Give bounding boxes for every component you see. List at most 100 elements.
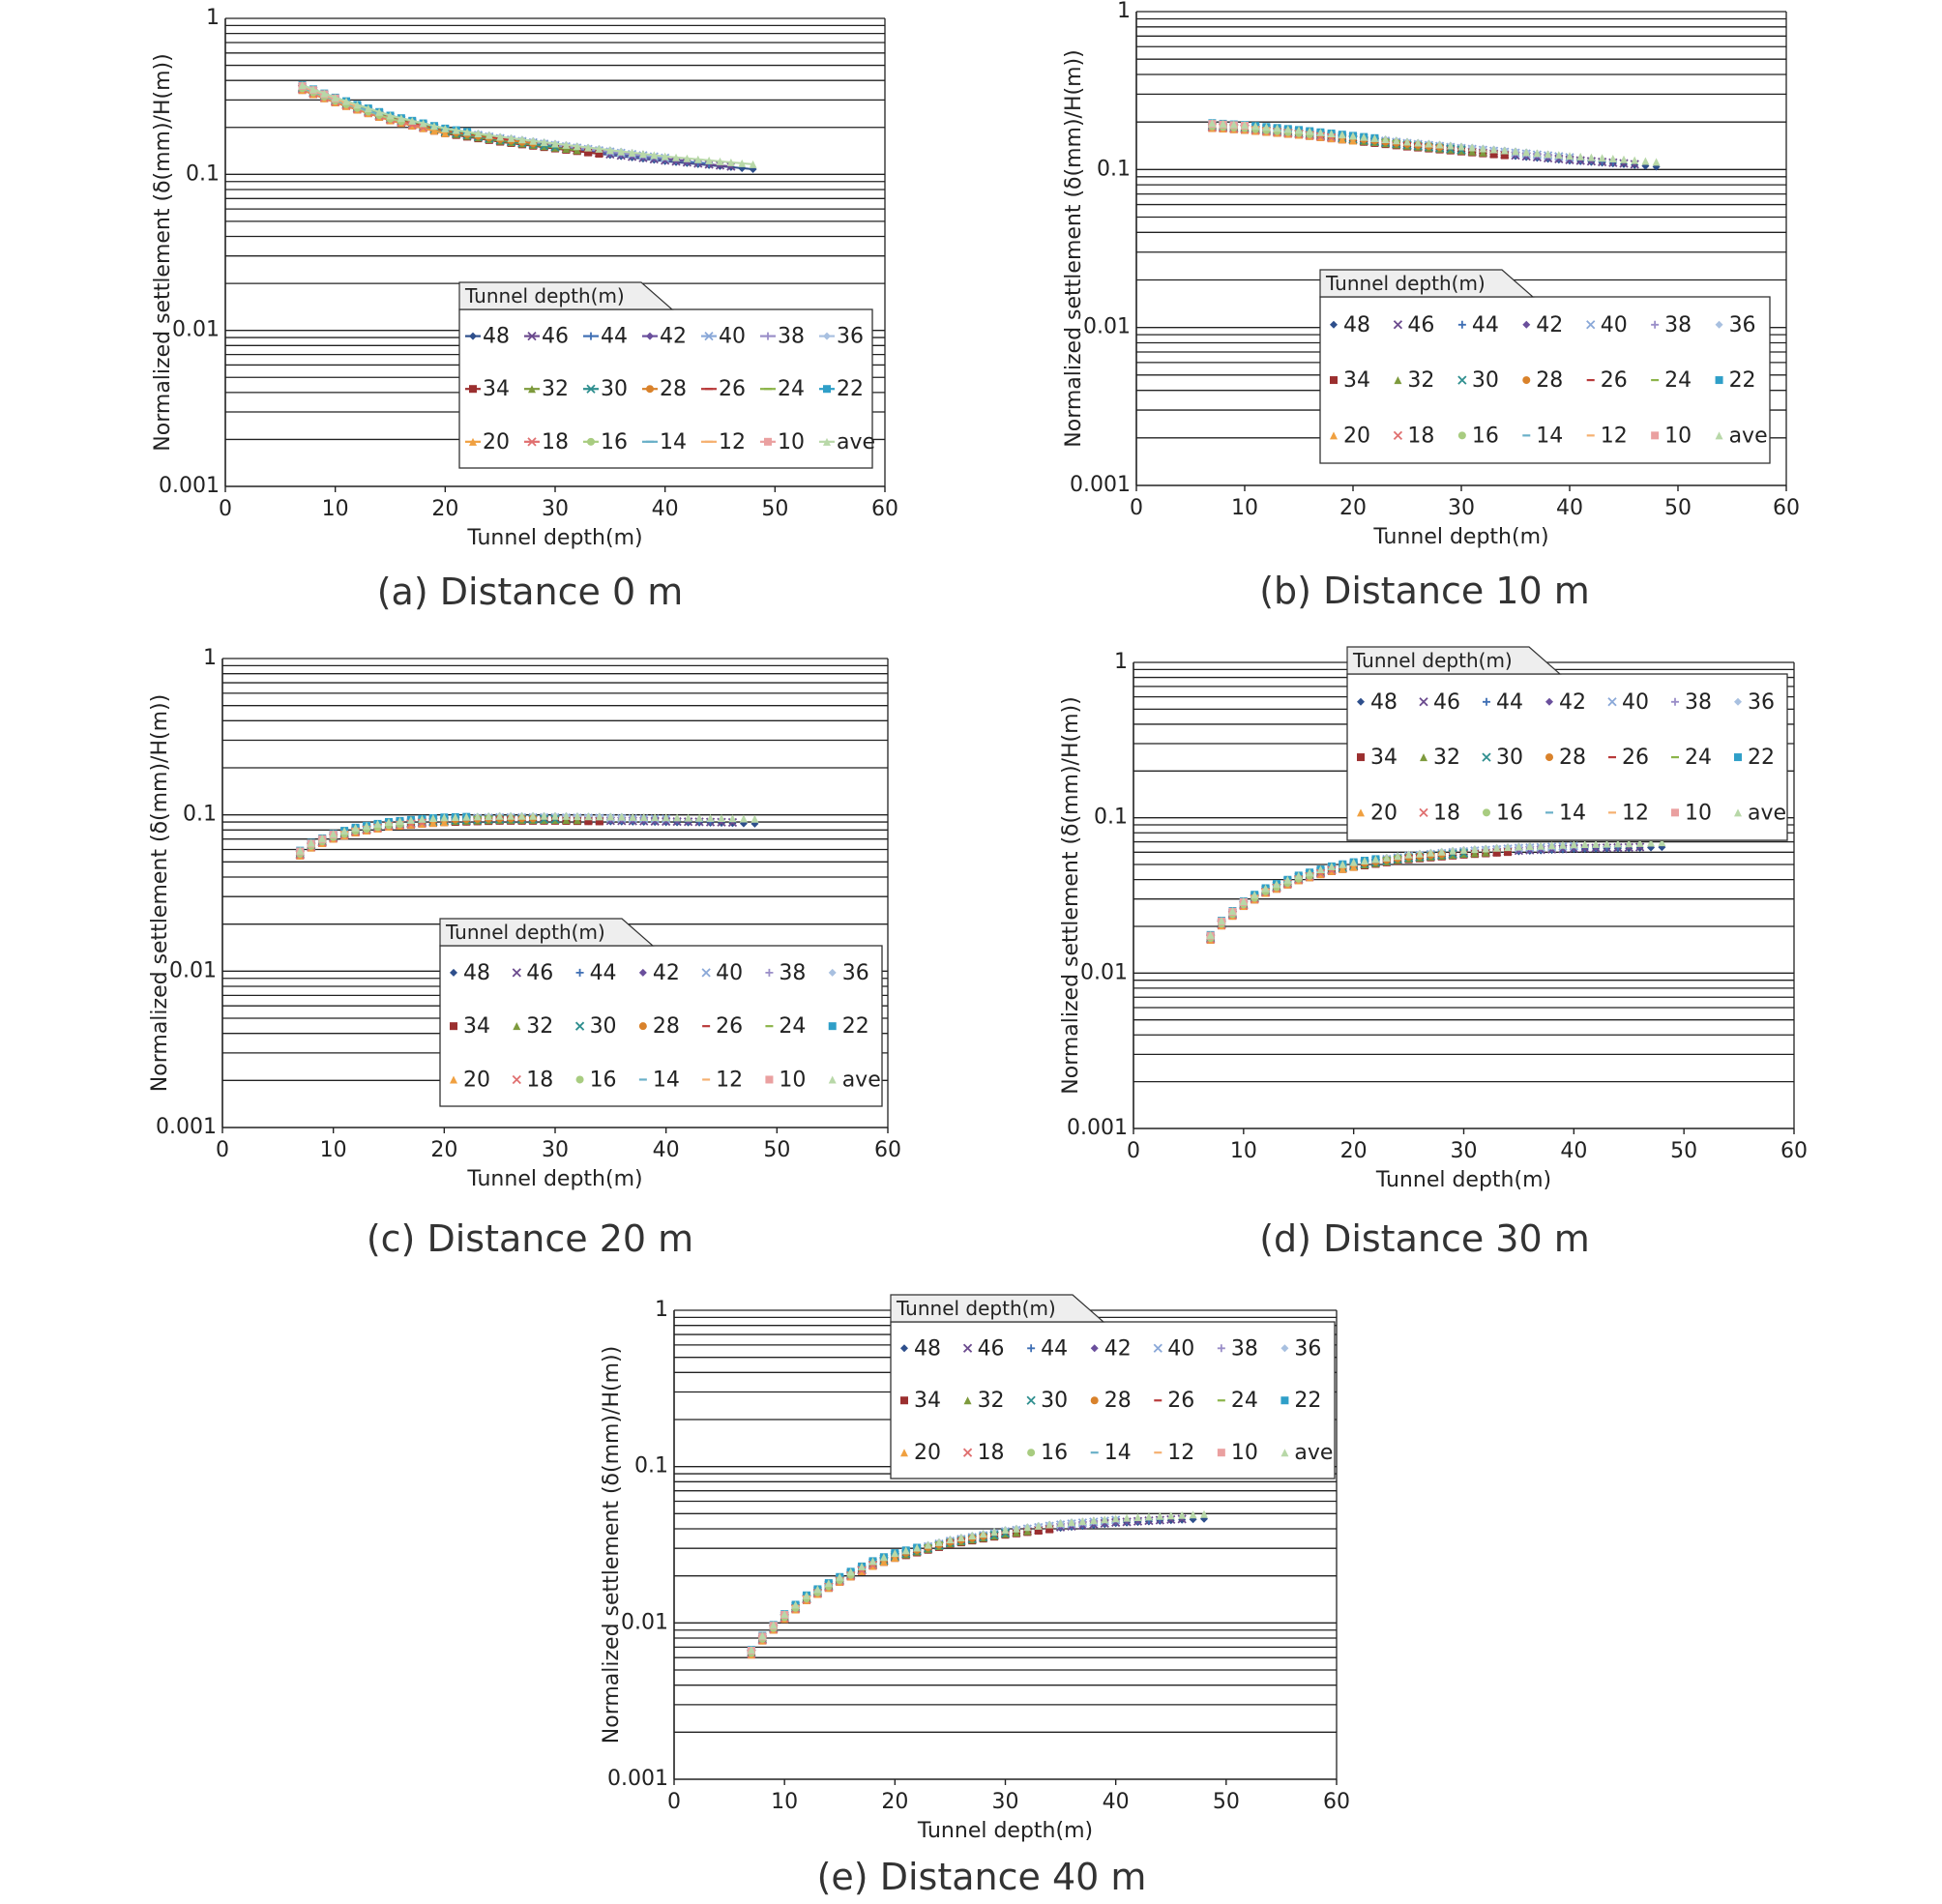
legend-marker-46 <box>512 968 521 978</box>
legend-marker-34 <box>900 1396 908 1405</box>
legend-label-24: 24 <box>1685 746 1712 770</box>
legend-label-26: 26 <box>719 377 746 401</box>
data-point-ave <box>353 101 362 109</box>
legend-marker-28 <box>1090 1396 1099 1405</box>
legend-marker-46 <box>527 331 537 341</box>
data-point-ave <box>418 814 427 823</box>
data-point-ave <box>1001 1526 1010 1535</box>
x-tick-label: 30 <box>992 1790 1019 1814</box>
data-point-34 <box>1489 150 1498 159</box>
legend-label-38: 38 <box>779 961 806 985</box>
data-point-ave <box>1371 855 1380 864</box>
legend-label-46: 46 <box>1433 690 1460 715</box>
legend-marker-20 <box>1330 431 1338 440</box>
legend-marker-20 <box>450 1075 457 1084</box>
legend-label-42: 42 <box>1536 313 1563 337</box>
data-point-ave <box>1435 140 1444 149</box>
legend-label-20: 20 <box>914 1441 941 1465</box>
x-tick-label: 50 <box>1670 1139 1697 1163</box>
data-point-ave <box>373 819 382 828</box>
legend-label-10: 10 <box>1685 801 1712 825</box>
legend-marker-10 <box>765 1075 774 1084</box>
legend-label-40: 40 <box>1622 690 1649 715</box>
legend-marker-34 <box>469 385 477 394</box>
legend-marker-38 <box>764 332 772 340</box>
chart-panel-1: 0 10 20 30 40 50 60 1 0.1 0.01 0.001 Tunnel depth(m… <box>151 6 898 613</box>
data-point-ave <box>351 823 360 832</box>
data-point-20 <box>1349 136 1357 145</box>
legend-marker-44 <box>1483 697 1490 706</box>
data-point-ave <box>1306 868 1314 877</box>
legend-label-20: 20 <box>1370 801 1398 825</box>
legend-label-10: 10 <box>1231 1441 1258 1465</box>
data-point-ave <box>298 81 307 90</box>
legend-marker-18 <box>1393 430 1403 440</box>
legend-title-tab <box>439 918 655 947</box>
data-point-ave <box>1414 138 1423 147</box>
legend-label-20: 20 <box>1343 424 1370 448</box>
legend-marker-42 <box>646 332 654 340</box>
data-point-ave <box>1598 154 1606 162</box>
legend-label-16: 16 <box>601 430 628 454</box>
legend-marker-40 <box>1607 697 1617 707</box>
legend-marker-22 <box>823 385 831 394</box>
legend-label-32: 32 <box>542 377 569 401</box>
legend-label-46: 46 <box>978 1336 1005 1361</box>
data-point-ave <box>935 1538 943 1546</box>
data-point-ave <box>813 1585 822 1594</box>
legend-marker-16 <box>1483 808 1490 817</box>
data-point-ave <box>1261 884 1270 893</box>
y-tick-label: 0.01 <box>169 958 217 982</box>
y-tick-label: 1 <box>1114 650 1128 674</box>
data-point-ave <box>331 93 339 102</box>
data-point-ave <box>1641 157 1650 165</box>
data-point-ave <box>1382 853 1391 862</box>
data-point-ave <box>307 838 315 847</box>
legend-label-32: 32 <box>526 1014 553 1039</box>
data-point-ave <box>716 157 724 165</box>
x-tick-label: 10 <box>1231 496 1258 520</box>
legend-marker-20 <box>900 1449 908 1457</box>
data-point-ave <box>1283 875 1292 884</box>
legend-label-44: 44 <box>1496 690 1523 715</box>
data-point-ave <box>617 812 626 821</box>
legend-label-14: 14 <box>1104 1441 1132 1465</box>
panel-caption: (c) Distance 20 m <box>367 1217 693 1260</box>
legend-label-38: 38 <box>778 325 805 349</box>
legend-box <box>890 1321 1336 1479</box>
legend-label-16: 16 <box>1496 801 1523 825</box>
legend-label-34: 34 <box>463 1014 490 1039</box>
data-point-ave <box>705 156 714 164</box>
data-point-ave <box>1620 155 1628 163</box>
data-point-ave <box>1045 1520 1054 1529</box>
data-point-ave <box>473 812 482 821</box>
data-point-ave <box>573 142 581 151</box>
data-point-32 <box>1012 1528 1020 1537</box>
legend-box <box>1319 296 1771 464</box>
data-point-ave <box>340 827 349 835</box>
data-point-ave <box>1219 119 1227 128</box>
legend-marker-34 <box>450 1022 457 1031</box>
legend-marker-38 <box>1651 320 1660 329</box>
data-point-ave <box>1558 840 1567 849</box>
data-point-ave <box>1316 128 1325 136</box>
data-point-ave <box>1394 852 1402 861</box>
y-tick-label: 0.01 <box>1080 960 1128 984</box>
legend-title: Tunnel depth(m) <box>1352 649 1513 672</box>
legend-label-26: 26 <box>1601 368 1628 393</box>
legend-marker-18 <box>1419 807 1428 817</box>
data-point-ave <box>1504 843 1513 852</box>
data-point-ave <box>1492 843 1501 852</box>
data-point-ave <box>1635 838 1644 847</box>
legend-label-46: 46 <box>526 961 553 985</box>
data-point-20 <box>891 1554 899 1563</box>
legend-label-28: 28 <box>653 1014 680 1039</box>
data-point-ave <box>1537 841 1545 850</box>
data-point-ave <box>540 811 548 820</box>
x-axis-label: Tunnel depth(m) <box>917 1819 1093 1843</box>
legend-label-30: 30 <box>1472 368 1499 393</box>
legend-marker-18 <box>962 1448 973 1457</box>
legend-label-12: 12 <box>1167 1441 1194 1465</box>
data-points <box>1206 838 1666 944</box>
legend-label-48: 48 <box>914 1336 941 1361</box>
